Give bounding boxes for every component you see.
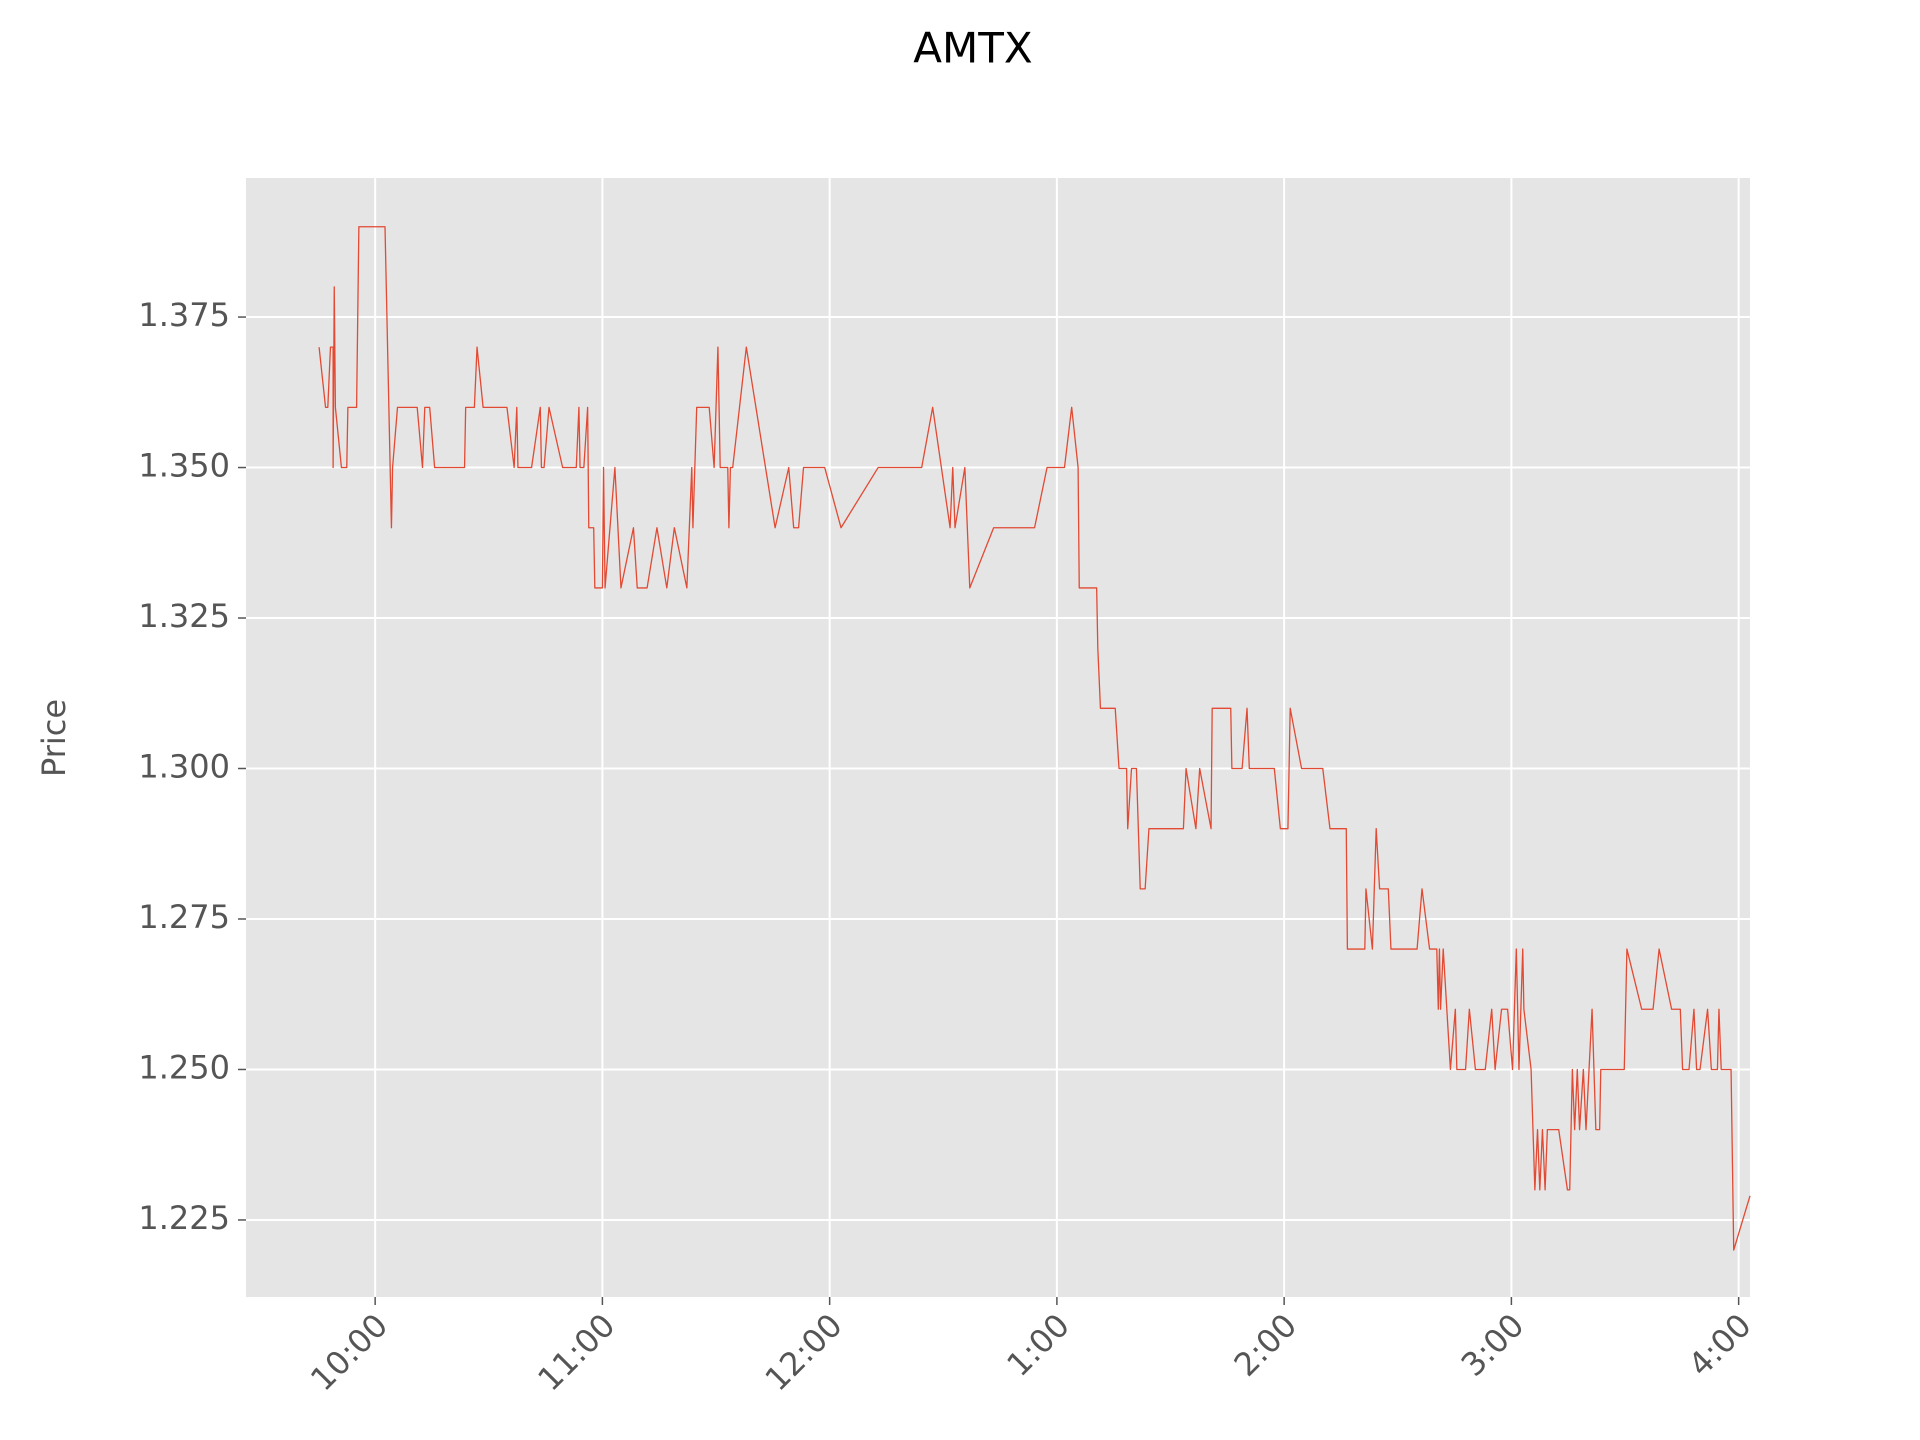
- y-tick-label: 1.325: [138, 597, 230, 635]
- x-tick-label: 1:00: [999, 1306, 1077, 1384]
- y-tick-label: 1.300: [138, 747, 230, 785]
- y-tick-label: 1.375: [138, 296, 230, 334]
- y-tick-label: 1.225: [138, 1199, 230, 1237]
- x-tick-label: 4:00: [1681, 1306, 1759, 1384]
- x-tick-label: 12:00: [758, 1306, 850, 1398]
- x-tick-label: 3:00: [1454, 1306, 1532, 1384]
- x-tick-label: 10:00: [303, 1306, 395, 1398]
- y-axis-label: Price: [35, 699, 73, 777]
- plot-area: [246, 178, 1750, 1297]
- y-tick-label: 1.350: [138, 447, 230, 485]
- price-line: [318, 226, 1751, 1251]
- chart-title: AMTX: [913, 24, 1032, 73]
- y-tick-label: 1.275: [138, 898, 230, 936]
- x-tick-label: 11:00: [530, 1306, 622, 1398]
- y-tick-label: 1.250: [138, 1048, 230, 1086]
- x-tick-label: 2:00: [1226, 1306, 1304, 1384]
